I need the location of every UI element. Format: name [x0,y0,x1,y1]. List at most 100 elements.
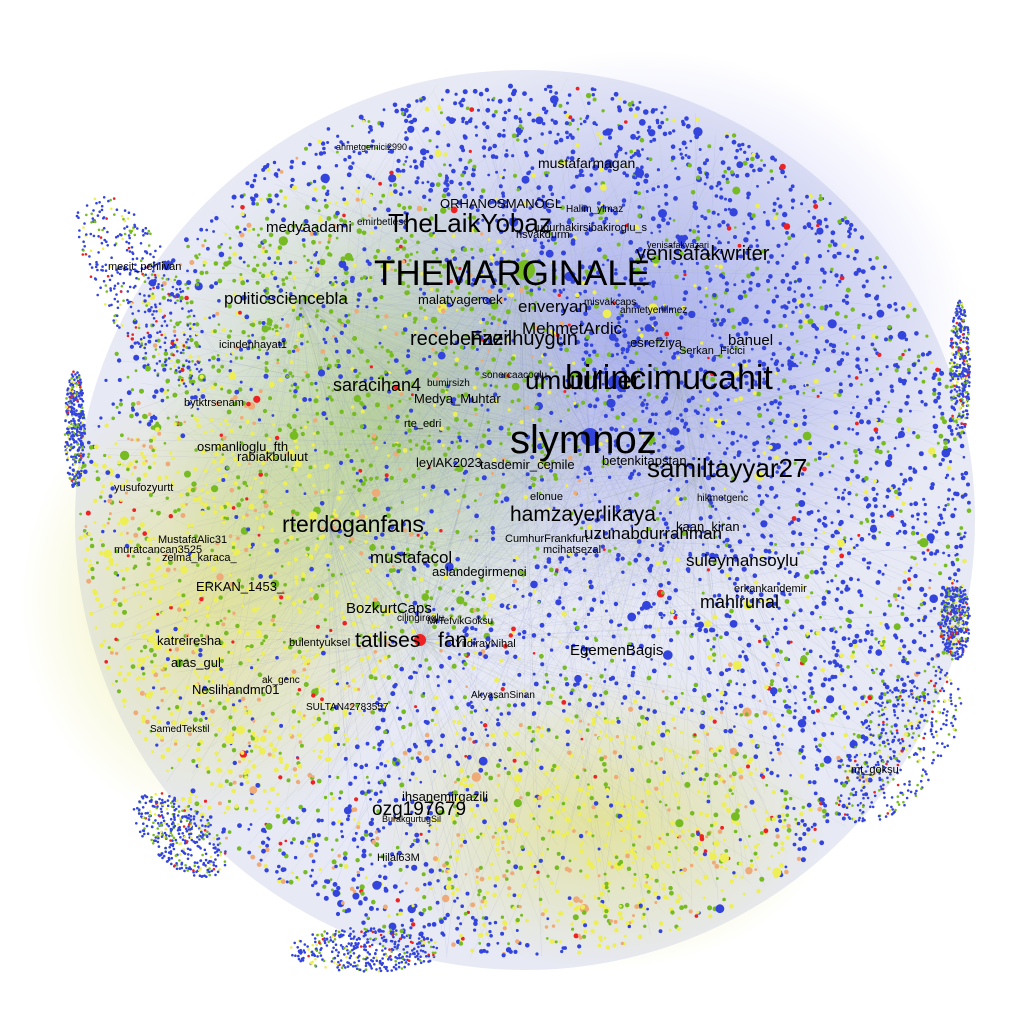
node [746,191,751,197]
node [428,434,431,438]
node [770,679,775,684]
edge [589,415,652,441]
edge [419,433,544,641]
node [383,416,388,420]
node [225,836,228,840]
node [941,585,946,590]
node [288,644,293,650]
node [594,733,597,737]
edge [299,299,544,933]
node [457,200,462,206]
node [674,496,680,501]
node [578,935,583,940]
node [718,264,723,270]
node [343,756,348,761]
node [453,488,457,491]
edge [519,269,622,681]
node [588,353,592,357]
node [227,609,231,613]
node [815,708,821,713]
edge [299,299,685,792]
node [244,711,248,715]
node [845,342,849,345]
node [599,693,603,697]
node [215,621,220,625]
node [199,270,205,276]
node [407,125,415,133]
edge [312,410,421,641]
node [488,593,496,601]
node [661,860,665,865]
node [192,497,198,502]
node [195,322,200,327]
node [319,319,323,323]
node [539,475,543,479]
node [554,940,558,944]
node [461,494,467,499]
node [694,914,699,918]
node [165,657,170,662]
node [666,221,670,226]
node [667,595,672,601]
node [520,702,526,707]
edge [263,492,331,531]
node [560,308,566,314]
node [812,199,817,204]
node [628,240,634,245]
node [319,501,325,506]
node [455,285,460,290]
node [454,567,458,571]
node [561,807,567,812]
edge [329,468,709,531]
node [930,596,935,602]
edge [519,269,940,524]
node [422,492,427,497]
edge [699,134,716,471]
node [616,716,620,720]
edge [329,529,412,765]
node [294,653,299,658]
node [420,272,424,275]
node [386,774,391,779]
edge [519,269,812,388]
node [848,576,854,582]
node [660,120,665,125]
node [785,230,789,235]
node [404,160,408,163]
node [255,516,259,521]
node [622,695,628,700]
node [719,413,723,417]
node [832,254,837,259]
node [453,101,458,106]
node [847,637,851,641]
edge [159,269,521,668]
node [771,653,777,659]
node [157,565,162,570]
node [901,522,907,527]
node [754,713,759,718]
edge [699,469,758,776]
edge [380,269,521,647]
edge [282,425,591,441]
node [702,896,706,900]
node [782,677,788,682]
node [141,591,146,596]
node [281,318,284,321]
node [531,118,536,123]
edge [299,227,570,301]
node [864,357,869,362]
node [705,175,709,179]
node [728,577,732,581]
node [746,764,750,769]
node [498,425,504,431]
node [201,244,205,248]
node [335,682,340,686]
node [286,423,291,428]
edge [329,529,831,571]
node [225,466,230,470]
node [478,651,483,656]
node [658,265,661,269]
node [741,650,745,654]
edge [299,299,892,537]
node [777,688,782,693]
